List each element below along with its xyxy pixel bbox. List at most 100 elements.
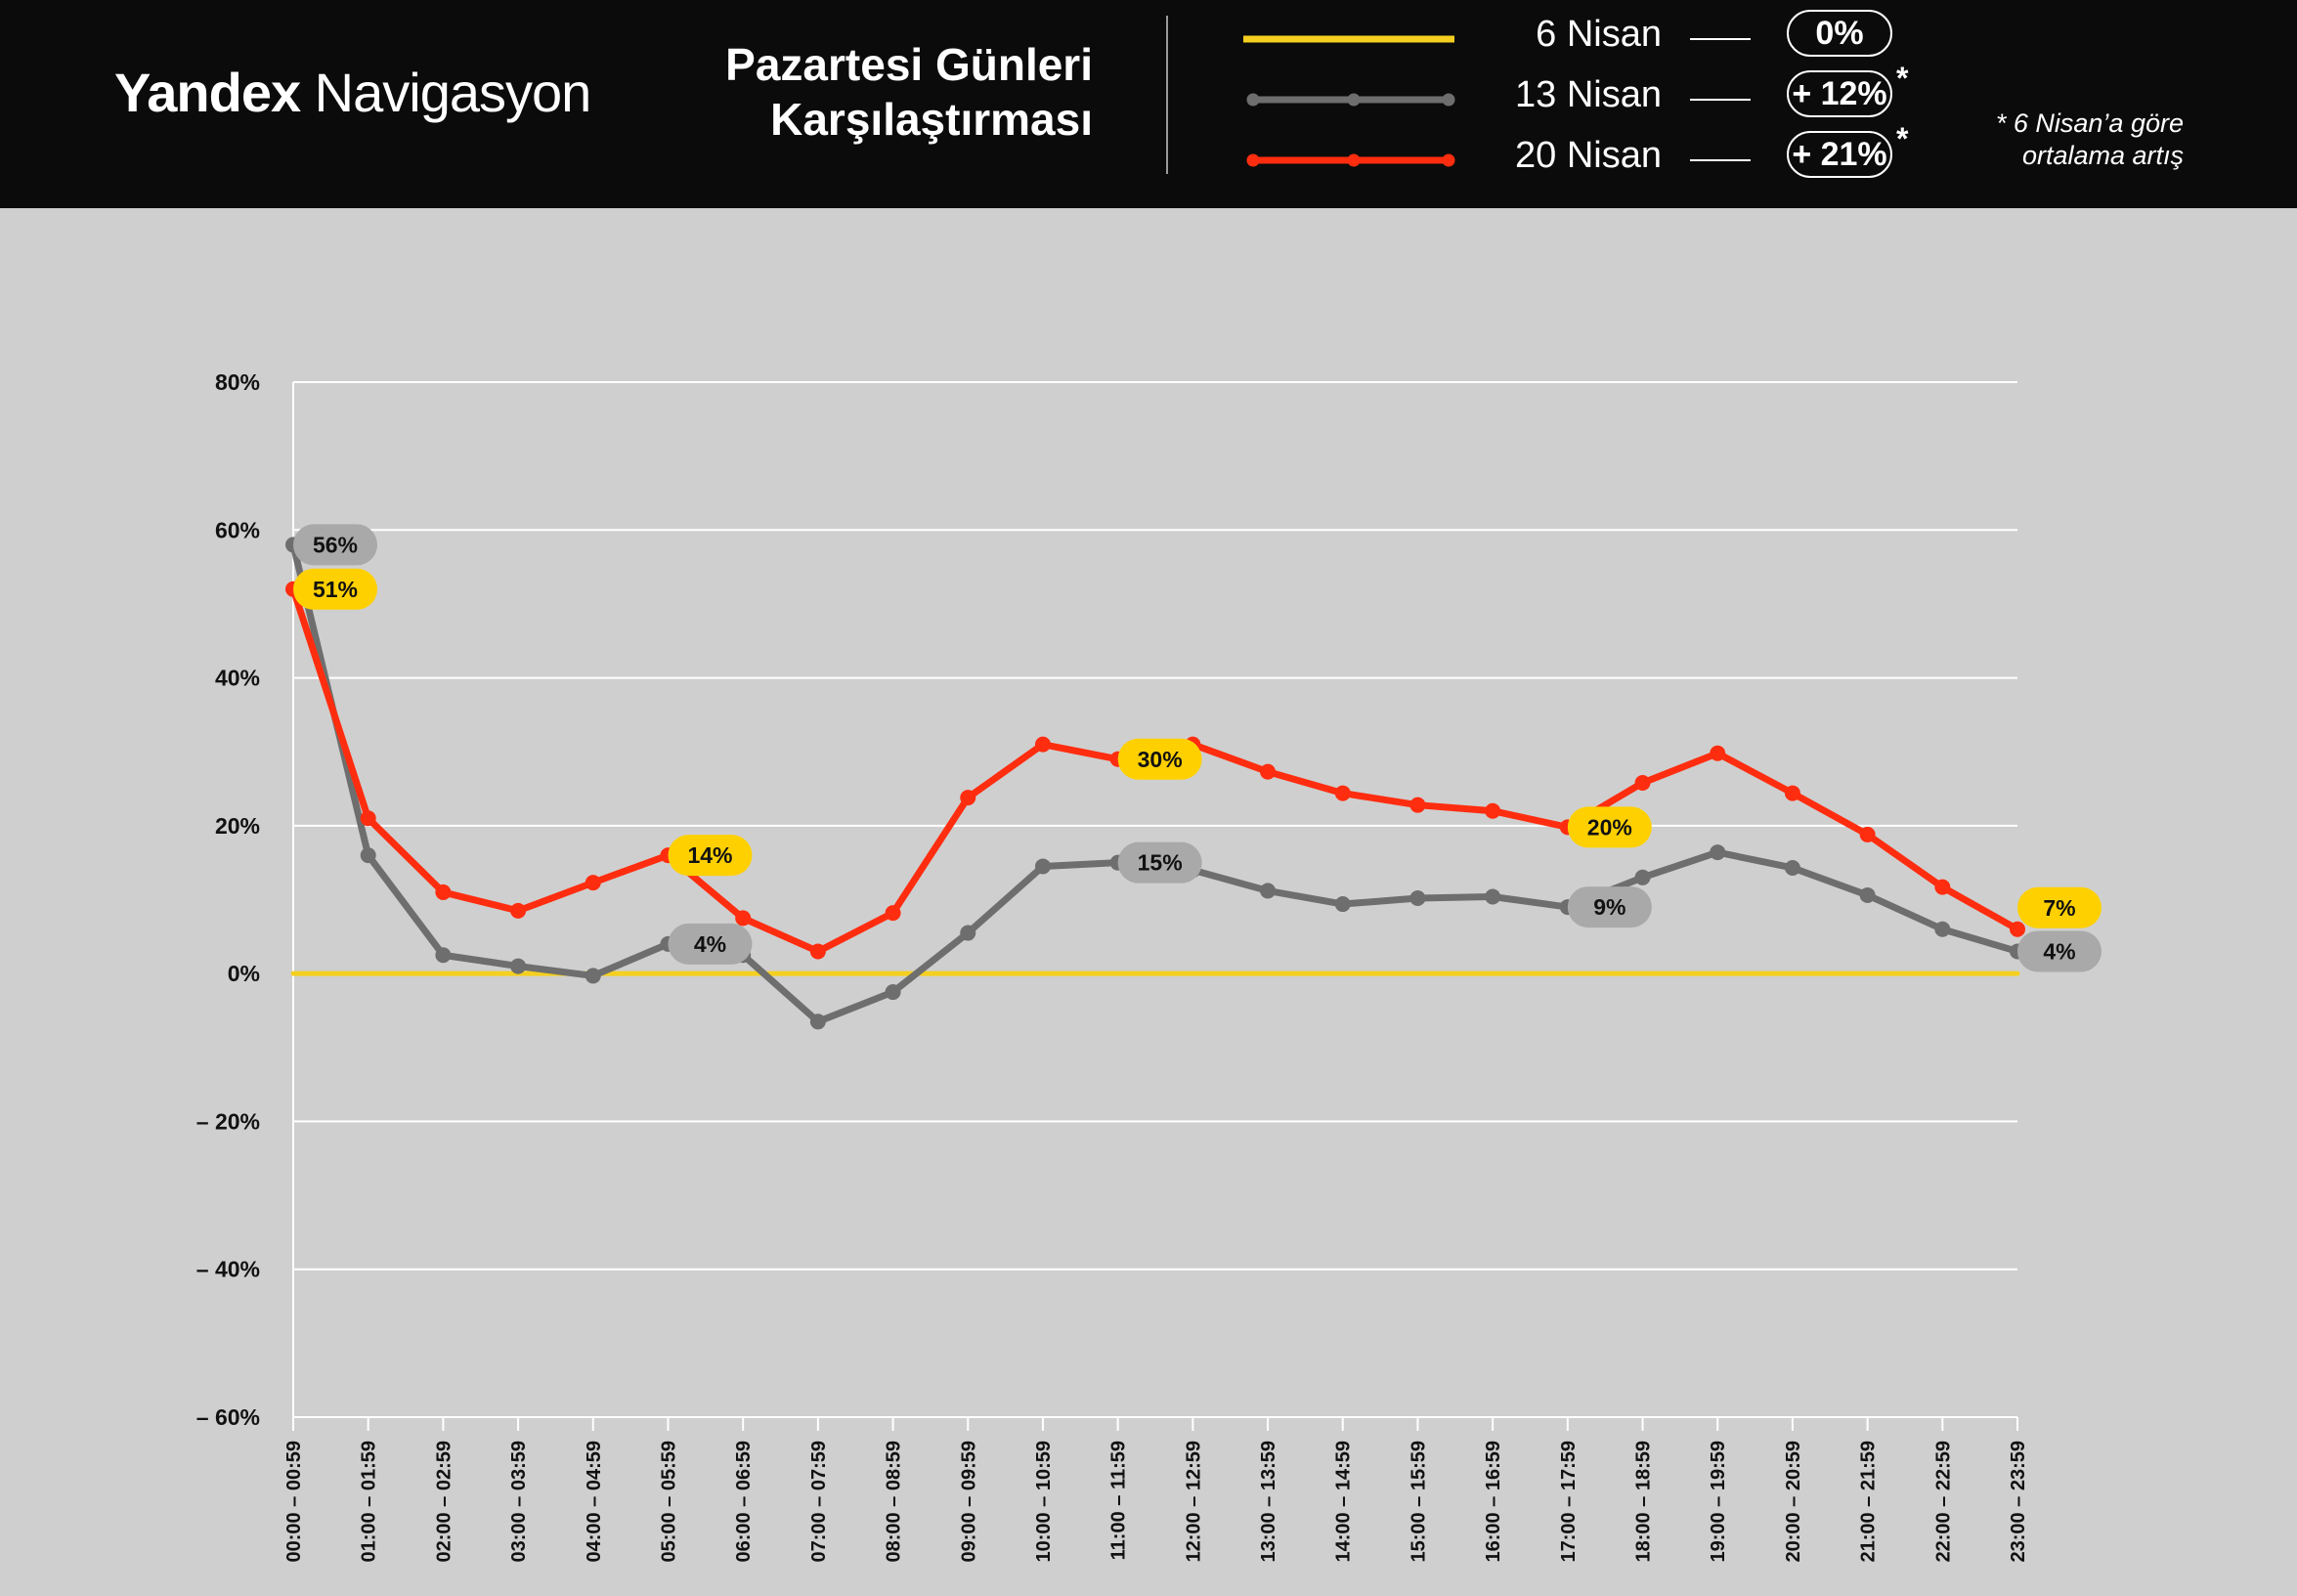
- legend-value-pill: + 21%: [1787, 131, 1892, 178]
- x-tick-label: 20:00 – 20:59: [1783, 1441, 1804, 1563]
- y-tick-label: 0%: [228, 961, 260, 986]
- data-point: [1034, 858, 1051, 875]
- footnote-line1: * 6 Nisan’a göre: [1995, 108, 2184, 138]
- legend-label: 6 Nisan: [1536, 14, 1662, 55]
- data-point: [1485, 888, 1501, 905]
- x-tick-label: 22:00 – 22:59: [1932, 1441, 1954, 1563]
- x-tick-label: 17:00 – 17:59: [1558, 1441, 1580, 1563]
- x-tick-label: 21:00 – 21:59: [1858, 1441, 1880, 1563]
- y-tick-label: 60%: [215, 517, 260, 542]
- data-point: [960, 925, 976, 941]
- data-point: [1934, 879, 1951, 895]
- y-tick-label: 20%: [215, 813, 260, 839]
- data-point: [735, 910, 752, 927]
- data-label: 20%: [1587, 814, 1632, 840]
- brand-logo: Yandex Navigasyon: [114, 61, 592, 124]
- data-point: [435, 884, 452, 900]
- data-point: [2010, 921, 2025, 937]
- data-point: [1710, 844, 1726, 861]
- data-point: [1485, 802, 1501, 819]
- legend-dash: [1690, 159, 1751, 161]
- data-label: 30%: [1138, 747, 1183, 772]
- legend-value-pill: + 12%: [1787, 70, 1892, 117]
- series-line-13-nisan: [289, 540, 2021, 1025]
- chart-title: Pazartesi Günleri Karşılaştırması: [725, 37, 1093, 147]
- x-tick-label: 07:00 – 07:59: [808, 1441, 830, 1563]
- data-point: [1859, 826, 1876, 842]
- data-label-pill: [1117, 738, 1202, 780]
- x-tick-label: 23:00 – 23:59: [2008, 1441, 2029, 1563]
- data-label-pill: [293, 524, 377, 566]
- data-label-pill: [668, 923, 753, 965]
- data-point: [960, 790, 976, 806]
- data-label: 56%: [313, 532, 358, 557]
- legend-swatch-20-nisan: [1246, 153, 1455, 167]
- legend-star: *: [1896, 61, 1909, 96]
- x-tick-label: 12:00 – 12:59: [1183, 1441, 1204, 1563]
- data-point: [510, 902, 527, 919]
- y-tick-label: – 20%: [196, 1108, 260, 1134]
- x-tick-label: 15:00 – 15:59: [1408, 1441, 1429, 1563]
- data-point: [1409, 797, 1426, 813]
- x-tick-label: 02:00 – 02:59: [433, 1441, 455, 1563]
- data-point: [1710, 745, 1726, 761]
- y-tick-label: 80%: [215, 369, 260, 395]
- line-chart: 80% 60% 40% 20% 0% – 20% – 40% – 60% 00:00 – 00:…: [196, 369, 2102, 1563]
- x-tick-label: 09:00 – 09:59: [958, 1441, 979, 1563]
- x-tick-label: 10:00 – 10:59: [1033, 1441, 1055, 1563]
- data-label-pill: [2017, 930, 2102, 972]
- data-point: [435, 947, 452, 964]
- x-tick-label: 04:00 – 04:59: [584, 1441, 605, 1563]
- legend-dash: [1690, 38, 1751, 40]
- legend-dash: [1690, 99, 1751, 101]
- y-tick-label: – 60%: [196, 1404, 260, 1430]
- legend-swatch-13-nisan: [1246, 93, 1455, 107]
- data-point: [885, 984, 901, 1001]
- data-label: 7%: [2043, 895, 2075, 921]
- chart-title-line1: Pazartesi Günleri: [725, 39, 1093, 90]
- data-point: [585, 875, 601, 891]
- footnote: * 6 Nisan’a göre ortalama artış: [1996, 108, 2184, 172]
- x-tick-label: 00:00 – 00:59: [283, 1441, 305, 1563]
- data-point: [1409, 889, 1426, 906]
- data-label-pill: [2017, 886, 2102, 928]
- legend-item-6-nisan: 6 Nisan 0%: [1241, 6, 1965, 66]
- x-tick-label: 01:00 – 01:59: [359, 1441, 380, 1563]
- x-tick-label: 11:00 – 11:59: [1108, 1441, 1130, 1560]
- data-point: [585, 968, 601, 984]
- data-point: [360, 847, 376, 864]
- header-bar: Yandex Navigasyon Pazartesi Günleri Karş…: [0, 0, 2297, 208]
- x-tick-label: 08:00 – 08:59: [884, 1441, 905, 1563]
- data-point: [1034, 736, 1051, 753]
- data-point: [1859, 886, 1876, 903]
- data-point: [1334, 896, 1351, 913]
- x-tick-label: 05:00 – 05:59: [658, 1441, 679, 1563]
- data-label: 51%: [313, 577, 358, 602]
- data-point: [510, 958, 527, 974]
- data-point: [1634, 869, 1651, 885]
- legend-value-pill: 0%: [1787, 10, 1892, 57]
- data-point: [1934, 921, 1951, 937]
- header-divider: [1166, 16, 1168, 174]
- data-label: 4%: [2043, 938, 2075, 964]
- data-label-pill: [1117, 841, 1202, 884]
- data-label: 14%: [687, 842, 732, 868]
- data-point: [1784, 785, 1800, 801]
- y-tick-label: 40%: [215, 666, 260, 691]
- data-label-pill: [1567, 886, 1652, 928]
- x-tick-label: 18:00 – 18:59: [1633, 1441, 1655, 1563]
- data-label: 15%: [1138, 850, 1183, 876]
- data-point: [809, 1014, 826, 1030]
- data-point: [1260, 763, 1277, 780]
- brand-light: Navigasyon: [314, 62, 592, 123]
- x-tick-label: 03:00 – 03:59: [508, 1441, 530, 1563]
- legend-item-20-nisan: 20 Nisan + 21% *: [1241, 121, 1965, 188]
- data-label: 9%: [1593, 894, 1625, 920]
- legend-item-13-nisan: 13 Nisan + 12% *: [1241, 61, 1965, 127]
- data-label-pill: [668, 835, 753, 877]
- data-point: [885, 905, 901, 922]
- data-point: [1260, 883, 1277, 899]
- data-point: [809, 943, 826, 960]
- data-label-pill: [1567, 806, 1652, 848]
- data-point: [1784, 859, 1800, 876]
